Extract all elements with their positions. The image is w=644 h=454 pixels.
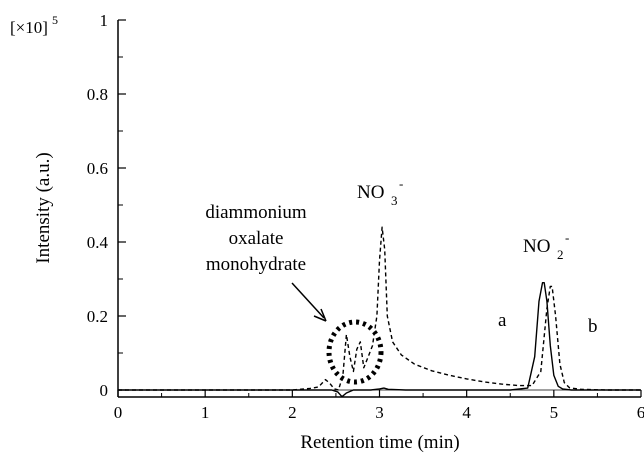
oxalate-line3: monohydrate — [206, 254, 306, 275]
no3-text: NO — [357, 182, 384, 203]
y-tick-label: 0.8 — [87, 85, 108, 104]
x-tick-label: 3 — [375, 403, 384, 422]
no2-text: NO — [523, 236, 550, 257]
y-tick-label: 0 — [100, 381, 109, 400]
series-line-a — [118, 282, 641, 398]
oxalate-line2: oxalate — [229, 228, 284, 249]
y-axis-label: Intensity (a.u.) — [33, 152, 54, 263]
no2-superscript: - — [565, 230, 569, 245]
x-tick-label: 0 — [114, 403, 123, 422]
y-tick-label: 0.6 — [87, 159, 108, 178]
no3-subscript: 3 — [391, 193, 398, 208]
no3-label: NO 3 - — [357, 176, 403, 208]
oxalate-arrow-shaft — [291, 282, 325, 319]
oxalate-dotted-circle — [326, 319, 384, 385]
y-tick-label: 0.4 — [87, 233, 109, 252]
x-tick-label: 2 — [288, 403, 297, 422]
x-tick-label: 6 — [637, 403, 644, 422]
no2-subscript: 2 — [557, 247, 564, 262]
x-tick-label: 1 — [201, 403, 210, 422]
y-multiplier: [×10] — [10, 18, 48, 37]
tick-labels: 0 1 2 3 4 5 6 0 0.2 0.4 0.6 0.8 1 — [87, 11, 644, 422]
y-multiplier-exponent: 5 — [52, 13, 58, 27]
series-line-b — [118, 226, 641, 391]
no2-label: NO 2 - — [523, 230, 569, 262]
oxalate-arrow-head — [313, 308, 327, 322]
x-tick-label: 4 — [462, 403, 471, 422]
y-tick-label: 0.2 — [87, 307, 108, 326]
x-tick-label: 5 — [550, 403, 559, 422]
x-axis-label: Retention time (min) — [300, 432, 459, 453]
tick-marks — [117, 19, 642, 397]
oxalate-annotation: diammonium oxalate monohydrate — [205, 202, 384, 385]
no3-superscript: - — [399, 176, 403, 191]
oxalate-line1: diammonium — [205, 202, 307, 223]
series-label-b: b — [588, 316, 598, 337]
y-tick-label: 1 — [100, 11, 109, 30]
series-label-a: a — [498, 310, 507, 331]
series-lines — [118, 226, 641, 398]
